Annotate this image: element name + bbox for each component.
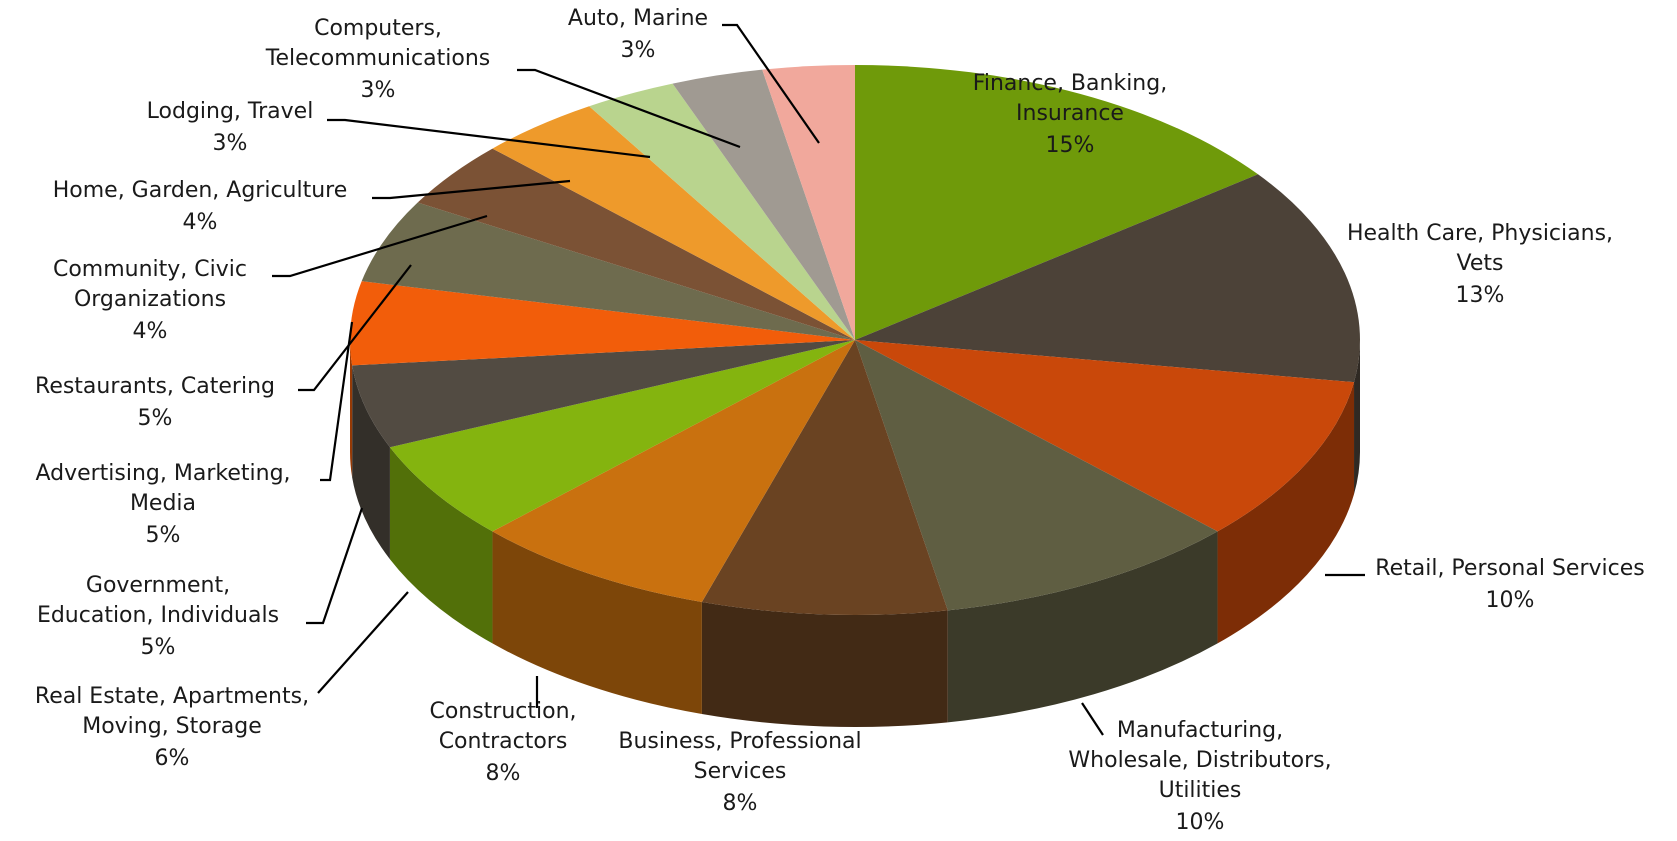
pie-slice-3	[855, 340, 1355, 532]
leader-lines	[272, 23, 1365, 736]
pie-side-9	[350, 340, 353, 478]
pie-side-2	[1354, 340, 1360, 495]
leader-line-11	[272, 214, 488, 278]
pie-side-3	[1217, 382, 1355, 644]
pie-slice-15	[762, 65, 855, 340]
slice-label-line: Organizations	[74, 287, 226, 312]
slice-percent: 3%	[361, 78, 396, 103]
leader-line-10	[298, 264, 412, 392]
slice-label-line: Utilities	[1159, 778, 1242, 803]
pie-slice-8	[352, 340, 855, 448]
pie-side-5	[701, 602, 948, 727]
slice-label-10: Restaurants, Catering 5%	[35, 374, 275, 431]
leader-line-9	[320, 321, 354, 482]
slice-label-line: Moving, Storage	[82, 714, 262, 739]
slice-percent: 3%	[213, 131, 248, 156]
pie-slice-1	[855, 65, 1258, 340]
slice-percent: 15%	[1046, 133, 1095, 158]
slice-label-13: Lodging, Travel 3%	[147, 99, 314, 156]
slice-label-1: Finance, Banking, Insurance 15%	[973, 71, 1167, 158]
pie-slice-7	[389, 340, 855, 532]
slice-label-line: Health Care, Physicians,	[1347, 221, 1613, 246]
pie-sides	[350, 340, 1360, 727]
slice-label-line: Advertising, Marketing,	[35, 461, 290, 486]
pie-slice-11	[417, 148, 855, 340]
pie-slice-4	[855, 340, 1218, 611]
pie-slice-14	[672, 69, 855, 340]
slice-label-line: Insurance	[1016, 101, 1124, 126]
slice-label-11: Community, Civic Organizations 4%	[53, 257, 247, 344]
slice-label-8: Government, Education, Individuals 5%	[37, 573, 279, 660]
pie-slice-13	[589, 83, 855, 341]
slice-percent: 4%	[183, 210, 218, 235]
slice-label-6: Construction, Contractors 8%	[429, 699, 576, 786]
slice-label-line: Wholesale, Distributors,	[1068, 748, 1331, 773]
slice-percent: 13%	[1456, 283, 1505, 308]
slice-label-line: Community, Civic	[53, 257, 247, 282]
pie-slice-6	[492, 340, 855, 603]
pie-side-8	[352, 365, 390, 560]
leader-line-4	[1081, 702, 1104, 736]
slice-label-line: Real Estate, Apartments,	[35, 684, 309, 709]
leader-line-13	[327, 118, 651, 159]
slice-label-14: Computers, Telecommunications 3%	[265, 16, 490, 103]
slice-percent: 8%	[486, 761, 521, 786]
slice-percent: 3%	[621, 38, 656, 63]
slice-label-9: Advertising, Marketing, Media 5%	[35, 461, 290, 548]
slice-label-line: Restaurants, Catering	[35, 374, 275, 399]
slice-percent: 5%	[141, 635, 176, 660]
slice-percent: 4%	[133, 319, 168, 344]
slice-label-7: Real Estate, Apartments, Moving, Storage 6…	[35, 684, 309, 771]
slice-label-line: Vets	[1457, 251, 1504, 276]
slice-label-line: Manufacturing,	[1117, 718, 1283, 743]
pie-slice-12	[492, 106, 855, 341]
slice-percent: 10%	[1486, 588, 1535, 613]
pie-slice-5	[701, 340, 948, 615]
pie-slice-9	[349, 281, 855, 366]
slice-label-line: Government,	[86, 573, 230, 598]
slice-label-line: Lodging, Travel	[147, 99, 314, 124]
slice-label-line: Business, Professional	[618, 729, 861, 754]
pie-tops	[349, 65, 1360, 615]
leader-line-14	[517, 68, 741, 149]
leader-line-8	[306, 507, 364, 625]
slice-label-line: Auto, Marine	[568, 6, 708, 31]
slice-percent: 10%	[1176, 810, 1225, 835]
slice-percent: 6%	[155, 746, 190, 771]
slice-labels: Finance, Banking, Insurance 15% Health Care…	[35, 6, 1645, 835]
leader-line-7	[317, 591, 409, 694]
slice-label-line: Contractors	[439, 729, 568, 754]
slice-label-2: Health Care, Physicians, Vets 13%	[1347, 221, 1613, 308]
slice-label-line: Home, Garden, Agriculture	[53, 178, 348, 203]
slice-label-line: Services	[694, 759, 787, 784]
slice-label-line: Telecommunications	[265, 46, 490, 71]
slice-percent: 8%	[723, 791, 758, 816]
slice-percent: 5%	[138, 406, 173, 431]
leader-line-15	[722, 23, 820, 144]
slice-label-line: Retail, Personal Services	[1375, 556, 1644, 581]
pie-slice-2	[855, 174, 1360, 383]
slice-label-line: Education, Individuals	[37, 603, 279, 628]
slice-label-3: Retail, Personal Services 10%	[1375, 556, 1644, 613]
slice-label-line: Finance, Banking,	[973, 71, 1167, 96]
slice-label-line: Computers,	[314, 16, 442, 41]
slice-label-4: Manufacturing, Wholesale, Distributors, Ut…	[1068, 718, 1331, 835]
leader-line-12	[372, 179, 571, 200]
slice-label-12: Home, Garden, Agriculture 4%	[53, 178, 348, 235]
pie-side-6	[492, 531, 702, 715]
slice-label-line: Media	[130, 491, 196, 516]
slice-label-15: Auto, Marine 3%	[568, 6, 708, 63]
slice-label-5: Business, Professional Services 8%	[618, 729, 861, 816]
pie-side-4	[947, 531, 1218, 723]
slice-label-line: Construction,	[429, 699, 576, 724]
pie-slice-10	[361, 202, 855, 340]
pie-side-7	[389, 447, 493, 644]
slice-percent: 5%	[146, 523, 181, 548]
